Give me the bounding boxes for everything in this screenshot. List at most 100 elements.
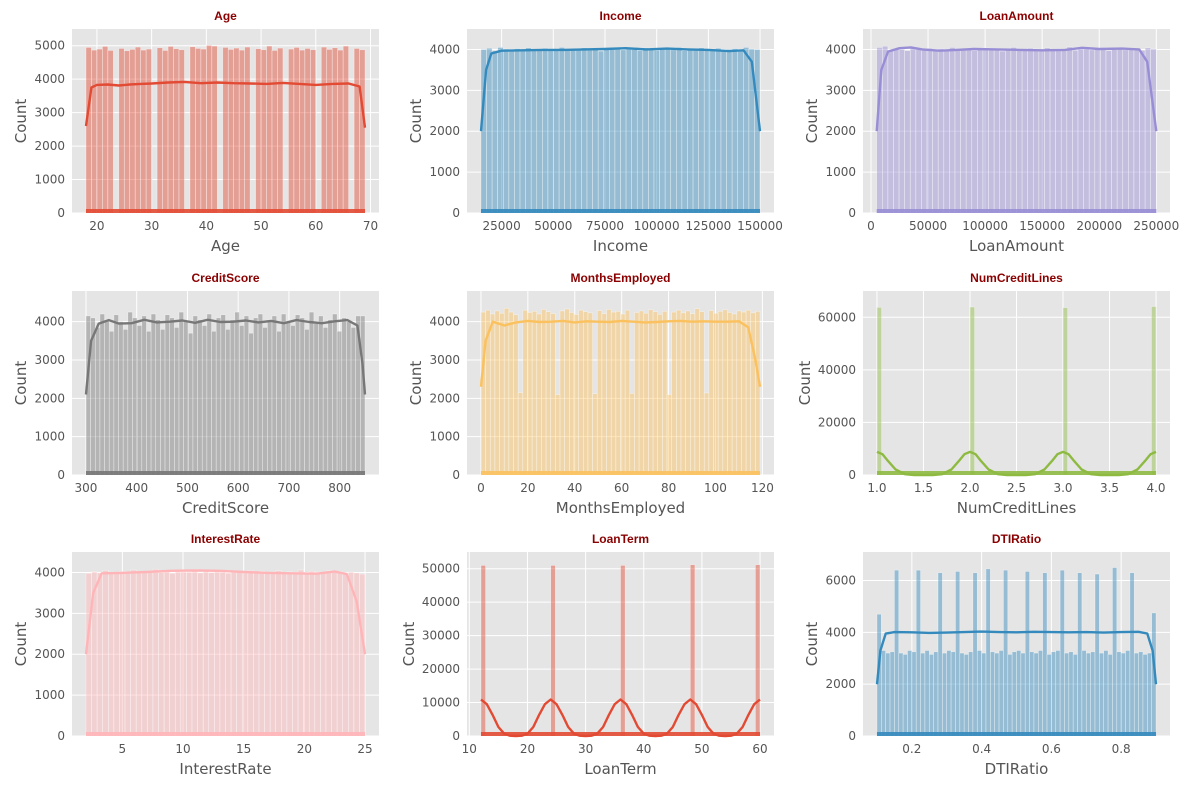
histogram-bar [169, 317, 175, 476]
y-axis-label: Count [12, 622, 30, 667]
chart-title: NumCreditLines [970, 271, 1063, 285]
x-axis-label: LoanTerm [584, 760, 656, 778]
histogram-bar [271, 315, 277, 476]
y-tick-label: 0 [57, 729, 65, 743]
histogram-bar [503, 307, 510, 476]
y-tick-label: 4000 [34, 565, 65, 579]
x-tick-label: 20 [520, 742, 535, 756]
histogram-bar [132, 317, 138, 476]
histogram-bar [1044, 47, 1051, 214]
histogram-bar [519, 50, 526, 214]
histogram-bar [337, 49, 344, 214]
x-axis-label: Age [211, 237, 240, 255]
histogram-bar [982, 47, 989, 214]
histogram-bar [755, 311, 761, 476]
histogram-bar [722, 309, 728, 476]
histogram-bar [342, 45, 349, 214]
histogram-bar [304, 329, 310, 476]
histogram-bar [652, 311, 659, 476]
histogram-bar [636, 50, 644, 214]
histogram-bar [164, 314, 170, 476]
histogram-bar [664, 48, 672, 214]
histogram-bar [183, 321, 189, 476]
histogram-bar [336, 571, 344, 737]
histogram-bar [108, 330, 115, 476]
y-tick-label: 0 [57, 206, 65, 220]
chart-title: DTIRatio [992, 532, 1041, 546]
y-tick-label: 0 [452, 206, 460, 220]
histogram-bar [1138, 651, 1144, 737]
y-tick-label: 0 [848, 468, 856, 482]
histogram-bar [689, 313, 696, 476]
histogram-bar [189, 46, 196, 214]
histogram-bar [670, 49, 677, 214]
histogram-bar [1046, 654, 1052, 737]
rug-strip [480, 732, 761, 736]
histogram-bar [1116, 48, 1124, 214]
histogram-bar [360, 315, 366, 476]
histogram-bar [129, 49, 136, 214]
histogram-bar [893, 48, 900, 214]
histogram-bar [657, 314, 663, 476]
histogram-bar [294, 314, 301, 476]
chart-title: CreditScore [191, 271, 259, 285]
histogram-bar [208, 572, 215, 737]
histogram-bar [642, 47, 649, 214]
histogram-bar [1081, 650, 1087, 737]
x-tick-label: 0 [477, 481, 485, 495]
histogram-bar [288, 48, 295, 214]
histogram-bar [514, 48, 521, 214]
histogram-bar [85, 47, 92, 214]
histogram-bar [955, 571, 961, 737]
histogram-bar [597, 50, 605, 214]
histogram-bar [1077, 48, 1084, 214]
chart-title: LoanAmount [980, 9, 1054, 23]
x-tick-label: 2.5 [1007, 481, 1026, 495]
x-tick-label: 10 [175, 742, 190, 756]
histogram-bar [292, 572, 299, 737]
y-tick-label: 1000 [429, 165, 460, 179]
histogram-bar [954, 49, 961, 214]
histogram-bar [1021, 49, 1028, 214]
histogram-bar [676, 47, 683, 214]
rug-strip [85, 732, 366, 736]
y-tick-label: 3000 [34, 106, 65, 120]
y-tick-label: 60000 [818, 310, 856, 324]
y-tick-label: 4000 [825, 42, 856, 56]
kde-line [479, 319, 762, 388]
x-tick-label: 40 [199, 219, 214, 233]
histogram-bar [162, 50, 169, 214]
histogram-bar [993, 48, 1001, 214]
histogram-bar [1083, 47, 1090, 214]
y-tick-label: 2000 [34, 647, 65, 661]
histogram-bar [308, 311, 315, 476]
subplot-age: 20 30 40 50 60 70 0 1000 2000 3000 4000 5000 Age Age C… [12, 9, 379, 255]
x-tick-label: 80 [661, 481, 676, 495]
x-tick-label: 50 [253, 219, 268, 233]
histogram-bar [1066, 46, 1073, 214]
histogram-bar [1038, 49, 1045, 214]
histogram-bar [928, 654, 934, 737]
histogram-bar [297, 569, 304, 737]
histogram-bar [187, 332, 194, 476]
histogram-bar [174, 327, 180, 476]
histogram-bar [123, 50, 131, 214]
histogram-bar [107, 50, 114, 214]
histogram-bar [293, 47, 300, 214]
histogram-bar [643, 312, 649, 476]
histogram-bar [1111, 48, 1118, 214]
histogram-bar [694, 308, 700, 476]
histogram-bar [494, 310, 500, 476]
histogram-bar [1120, 652, 1126, 737]
histogram-bar [522, 309, 528, 476]
x-tick-label: 40 [636, 742, 651, 756]
histogram-bar [988, 49, 995, 214]
histogram-bar [197, 319, 203, 476]
histogram-bar [1062, 307, 1068, 476]
histogram-bar [620, 49, 627, 214]
histogram-bar [239, 325, 245, 476]
histogram-bar [994, 652, 1000, 737]
histogram-bar [545, 311, 552, 476]
histogram-bar [1072, 654, 1078, 737]
histogram-bar [248, 332, 254, 476]
